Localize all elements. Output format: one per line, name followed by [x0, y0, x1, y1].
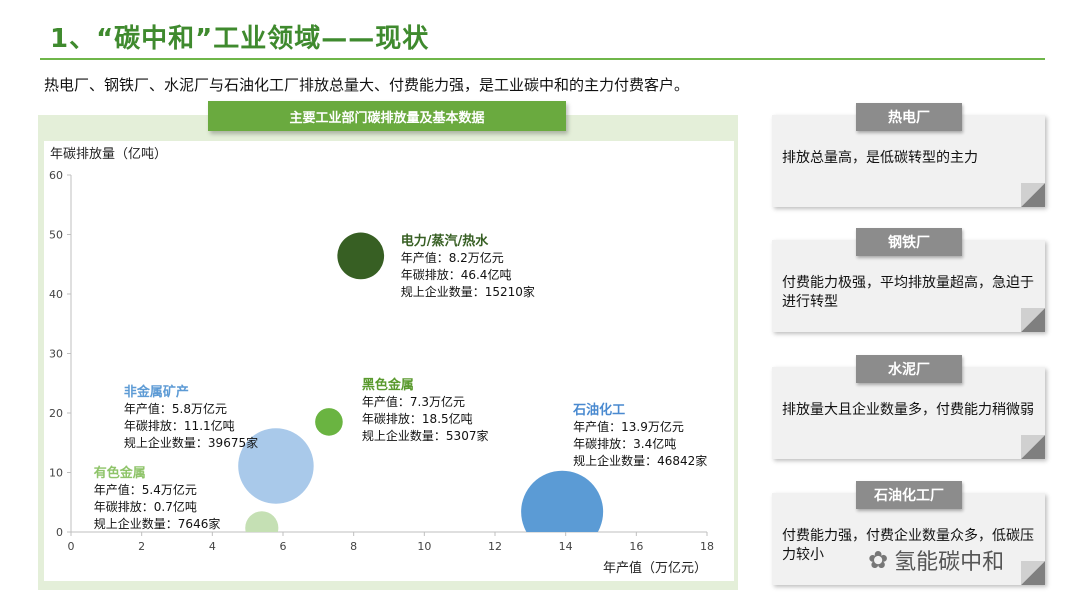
watermark-text: 氢能碳中和 [894, 550, 1005, 575]
chart-area [44, 141, 734, 581]
chart-header: 主要工业部门碳排放量及基本数据 [208, 101, 566, 131]
card-petrochem: 石油化工厂 付费能力强，付费企业数量众多，低碳压力较小 [772, 481, 1045, 585]
card-thermal: 热电厂 排放总量高，是低碳转型的主力 [772, 103, 1045, 207]
fold-corner-shade [1021, 308, 1045, 332]
card-cement: 水泥厂 排放量大且企业数量多，付费能力稍微弱 [772, 355, 1045, 459]
fold-corner-shade [1021, 435, 1045, 459]
card-steel: 钢铁厂 付费能力极强，平均排放量超高，急迫于进行转型 [772, 228, 1045, 332]
card-tab-steel: 钢铁厂 [856, 228, 962, 256]
card-text-cement: 排放量大且企业数量多，付费能力稍微弱 [782, 402, 1034, 418]
wechat-icon: ✿ [868, 546, 889, 574]
card-tab-cement: 水泥厂 [856, 355, 962, 383]
title-divider [40, 58, 1045, 60]
page-subtitle: 热电厂、钢铁厂、水泥厂与石油化工厂排放总量大、付费能力强，是工业碳中和的主力付费… [44, 76, 690, 94]
card-text-petrochem: 付费能力强，付费企业数量众多，低碳压力较小 [782, 528, 1034, 563]
page-title: 1、“碳中和”工业领域——现状 [50, 24, 430, 54]
fold-corner-shade [1021, 183, 1045, 207]
card-text-steel: 付费能力极强，平均排放量超高，急迫于进行转型 [782, 275, 1034, 310]
watermark: ✿ 氢能碳中和 [868, 544, 1004, 576]
card-text-thermal: 排放总量高，是低碳转型的主力 [782, 150, 978, 166]
card-tab-thermal: 热电厂 [856, 103, 962, 131]
fold-corner-shade [1021, 561, 1045, 585]
card-tab-petrochem: 石油化工厂 [856, 481, 962, 509]
